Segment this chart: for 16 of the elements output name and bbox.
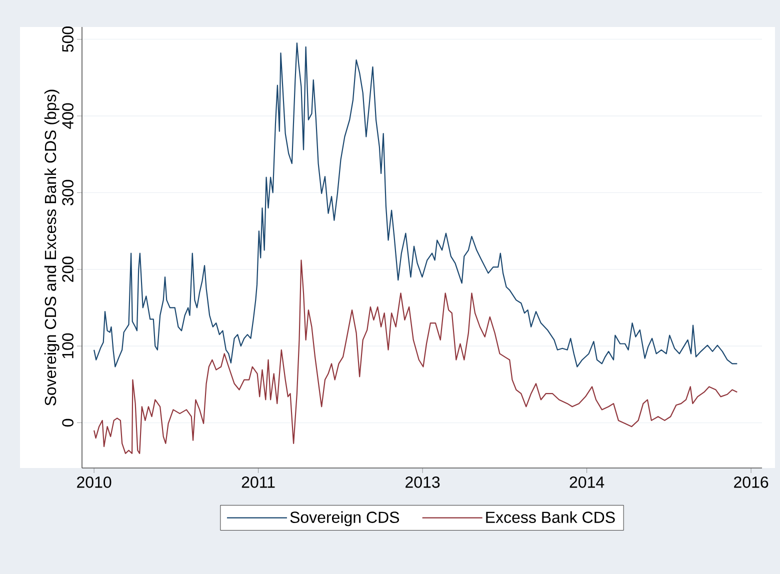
y-tick-label: 400 [62, 103, 74, 129]
legend-label: Excess Bank CDS [486, 511, 615, 523]
x-tick-label: 2011 [242, 476, 275, 488]
y-tick-label: 200 [62, 256, 74, 282]
x-tick-label: 2013 [406, 476, 440, 488]
x-tick-label: 2016 [734, 476, 768, 488]
y-tick-label: 100 [62, 333, 74, 358]
x-tick-label: 2014 [570, 476, 604, 488]
line-series [93, 42, 738, 368]
y-tick-label: 300 [62, 180, 74, 206]
y-tick-label: 0 [62, 418, 74, 427]
y-axis-title: Sovereign CDS and Excess Bank CDS (bps) [44, 90, 60, 406]
legend-label: Sovereign CDS [290, 511, 400, 526]
y-tick-label: 500 [62, 26, 74, 52]
line-series [93, 260, 738, 454]
x-tick-label: 2010 [77, 476, 112, 488]
